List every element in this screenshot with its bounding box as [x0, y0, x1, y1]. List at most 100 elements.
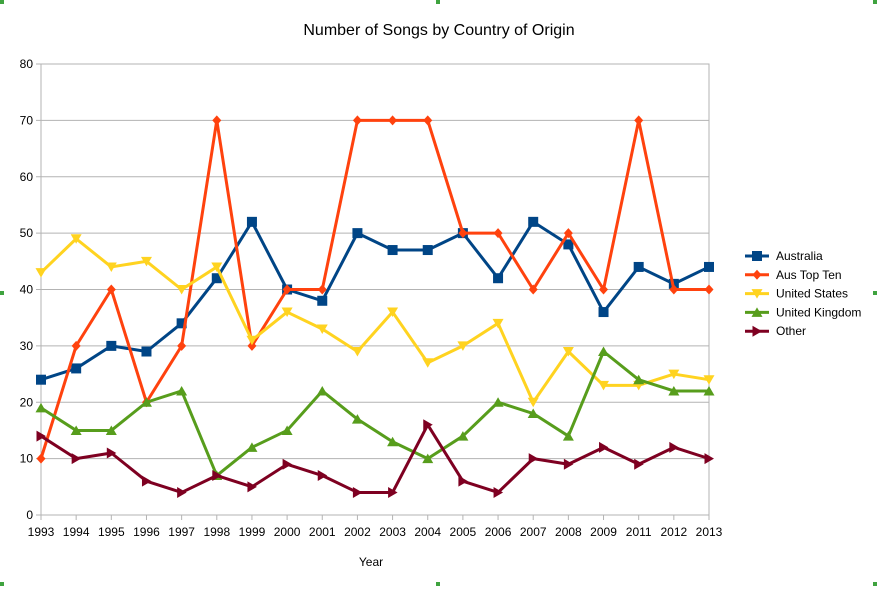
selection-handle-bottom-right[interactable]	[873, 582, 877, 586]
selection-handle-top[interactable]	[436, 0, 440, 4]
data-point	[423, 419, 433, 431]
data-point	[212, 470, 222, 482]
x-tick-label: 1999	[239, 525, 266, 539]
data-point	[281, 307, 293, 318]
legend-item: Australia	[745, 249, 823, 263]
data-point	[106, 284, 116, 295]
data-point	[105, 425, 117, 435]
legend-label: Australia	[776, 249, 823, 263]
data-point	[140, 256, 152, 267]
selection-handle-bottom-left[interactable]	[0, 582, 4, 586]
data-point	[669, 284, 679, 295]
data-point	[458, 475, 468, 487]
legend-label: Other	[776, 324, 806, 338]
data-point	[563, 228, 573, 239]
series-line	[40, 350, 709, 478]
x-axis-label: Year	[359, 555, 383, 569]
data-point	[71, 453, 82, 465]
data-point	[36, 453, 46, 464]
data-point	[704, 453, 714, 465]
legend-label: United Kingdom	[776, 305, 861, 319]
data-point	[36, 374, 46, 385]
data-point	[633, 374, 645, 385]
data-point	[422, 453, 434, 464]
x-tick-label: 1997	[168, 525, 195, 539]
data-point	[106, 447, 117, 459]
data-point	[212, 115, 222, 126]
data-point	[598, 380, 610, 391]
data-point	[282, 458, 293, 470]
x-tick-label: 2001	[309, 525, 336, 539]
data-point	[528, 453, 539, 465]
data-point	[317, 284, 327, 295]
x-tick-label: 2012	[660, 525, 687, 539]
data-point	[703, 385, 715, 396]
data-point	[246, 442, 258, 452]
data-point	[211, 262, 223, 272]
axes: 0 10 20 30 40 50 60 70 80 1993 1994 1995 1996 1997 199…	[20, 57, 723, 539]
grid	[40, 63, 710, 516]
series-line	[40, 423, 710, 494]
data-point	[282, 284, 292, 295]
data-point	[388, 115, 398, 126]
data-point	[457, 341, 469, 351]
data-point	[704, 284, 714, 295]
data-point	[105, 262, 117, 272]
data-point	[176, 285, 188, 295]
data-point	[492, 397, 504, 407]
series-united-states	[35, 234, 715, 408]
legend: Australia Aus Top Ten United States United …	[745, 249, 861, 338]
data-point	[316, 324, 328, 334]
y-tick-label: 40	[20, 283, 34, 297]
x-tick-label: 1995	[98, 525, 125, 539]
data-point	[176, 385, 188, 396]
legend-marker	[751, 289, 763, 299]
data-point	[704, 261, 714, 272]
data-point	[71, 363, 82, 374]
data-point	[387, 436, 399, 447]
data-point	[281, 425, 293, 435]
data-point	[177, 486, 187, 498]
data-point	[352, 228, 363, 239]
series-united-kingdom	[35, 346, 715, 481]
series-australia	[36, 216, 714, 385]
series-line	[39, 118, 709, 460]
data-point	[668, 385, 680, 396]
data-point	[422, 358, 434, 368]
selection-handle-top-right[interactable]	[873, 0, 877, 4]
data-point	[36, 430, 46, 442]
data-point	[422, 245, 433, 256]
data-point	[387, 307, 399, 318]
data-point	[388, 486, 398, 498]
series-other	[36, 419, 714, 498]
data-point	[246, 335, 258, 346]
data-point	[177, 340, 187, 351]
y-tick-label: 30	[20, 339, 34, 353]
selection-handle-bottom[interactable]	[436, 582, 440, 586]
x-tick-label: 1994	[63, 525, 90, 539]
data-point	[562, 431, 574, 441]
data-point	[457, 431, 469, 441]
data-point	[423, 115, 433, 126]
x-tick-label: 1996	[133, 525, 160, 539]
data-point	[634, 458, 644, 470]
legend-marker	[752, 269, 762, 280]
legend-marker	[752, 251, 762, 261]
selection-handle-right[interactable]	[873, 291, 877, 295]
data-point	[106, 340, 117, 351]
data-point	[316, 385, 328, 396]
data-point	[351, 414, 363, 424]
selection-handle-top-left[interactable]	[0, 0, 4, 4]
series-group	[35, 115, 715, 498]
selection-handle-left[interactable]	[0, 291, 4, 295]
y-tick-label: 20	[20, 395, 34, 409]
data-point	[527, 408, 539, 419]
data-point	[599, 441, 609, 453]
legend-marker	[751, 307, 763, 317]
chart-title: Number of Songs by Country of Origin	[303, 22, 574, 39]
legend-item: Aus Top Ten	[745, 268, 842, 282]
data-point	[211, 273, 222, 284]
data-point	[493, 228, 503, 239]
